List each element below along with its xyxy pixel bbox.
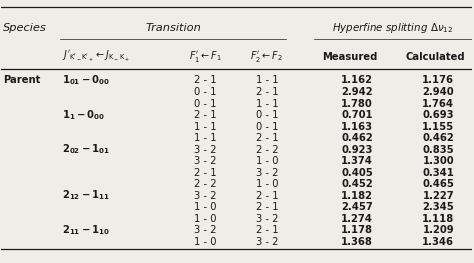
Text: 0 - 1: 0 - 1 (194, 87, 217, 97)
Text: 1.178: 1.178 (341, 225, 373, 235)
Text: 2 - 1: 2 - 1 (255, 87, 278, 97)
Text: 1 - 0: 1 - 0 (194, 202, 217, 212)
Text: 1 - 1: 1 - 1 (255, 99, 278, 109)
Text: 0.462: 0.462 (341, 133, 373, 143)
Text: 2.457: 2.457 (341, 202, 373, 212)
Text: 0 - 1: 0 - 1 (194, 99, 217, 109)
Text: 3 - 2: 3 - 2 (194, 191, 217, 201)
Text: 0 - 1: 0 - 1 (255, 122, 278, 132)
Text: 1.176: 1.176 (422, 75, 454, 85)
Text: 3 - 2: 3 - 2 (255, 237, 278, 247)
Text: Parent: Parent (3, 75, 40, 85)
Text: 1.118: 1.118 (422, 214, 454, 224)
Text: 1.227: 1.227 (423, 191, 454, 201)
Text: 1.346: 1.346 (422, 237, 454, 247)
Text: 3 - 2: 3 - 2 (194, 225, 217, 235)
Text: 2 - 2: 2 - 2 (255, 145, 278, 155)
Text: $F_2' \leftarrow F_2$: $F_2' \leftarrow F_2$ (250, 49, 283, 64)
Text: 1.163: 1.163 (341, 122, 373, 132)
Text: 0.465: 0.465 (422, 179, 454, 189)
Text: $\mathbf{2_{12} - 1_{11}}$: $\mathbf{2_{12} - 1_{11}}$ (62, 189, 109, 203)
Text: 2 - 1: 2 - 1 (255, 191, 278, 201)
Text: 1.764: 1.764 (422, 99, 454, 109)
Text: 1.209: 1.209 (423, 225, 454, 235)
Text: 2 - 1: 2 - 1 (255, 202, 278, 212)
Text: 0.462: 0.462 (422, 133, 454, 143)
Text: 1.182: 1.182 (341, 191, 373, 201)
Text: 1.300: 1.300 (423, 156, 454, 166)
Text: $\mathbf{2_{02} - 1_{01}}$: $\mathbf{2_{02} - 1_{01}}$ (62, 143, 109, 156)
Text: 3 - 2: 3 - 2 (255, 168, 278, 178)
Text: 2 - 1: 2 - 1 (194, 110, 217, 120)
Text: 3 - 2: 3 - 2 (194, 145, 217, 155)
Text: 1.368: 1.368 (341, 237, 373, 247)
Text: 1 - 0: 1 - 0 (255, 156, 278, 166)
Text: $J'_{\rm K'_-K'_+} \leftarrow J_{\rm K_-K_+}$: $J'_{\rm K'_-K'_+} \leftarrow J_{\rm K_-… (62, 49, 130, 64)
Text: 1 - 1: 1 - 1 (194, 133, 217, 143)
Text: $\mathbf{1_1 - 0_{00}}$: $\mathbf{1_1 - 0_{00}}$ (62, 108, 105, 122)
Text: 1.274: 1.274 (341, 214, 373, 224)
Text: 1.780: 1.780 (341, 99, 373, 109)
Text: 0.923: 0.923 (342, 145, 373, 155)
Text: 1.155: 1.155 (422, 122, 454, 132)
Text: Transition: Transition (146, 23, 202, 33)
Text: $\mathbf{2_{11} - 1_{10}}$: $\mathbf{2_{11} - 1_{10}}$ (62, 223, 110, 237)
Text: Measured: Measured (322, 52, 377, 62)
Text: 0.693: 0.693 (423, 110, 454, 120)
Text: 0 - 1: 0 - 1 (255, 110, 278, 120)
Text: 0.341: 0.341 (422, 168, 454, 178)
Text: Calculated: Calculated (406, 52, 465, 62)
Text: 1 - 0: 1 - 0 (194, 214, 217, 224)
Text: 0.701: 0.701 (341, 110, 373, 120)
Text: $\mathbf{1_{01} - 0_{00}}$: $\mathbf{1_{01} - 0_{00}}$ (62, 74, 110, 87)
Text: 0.835: 0.835 (423, 145, 454, 155)
Text: 0.452: 0.452 (341, 179, 373, 189)
Text: 0.405: 0.405 (341, 168, 373, 178)
Text: 2 - 1: 2 - 1 (194, 168, 217, 178)
Text: Hyperfine splitting $\Delta\nu_{12}$: Hyperfine splitting $\Delta\nu_{12}$ (332, 21, 454, 35)
Text: 3 - 2: 3 - 2 (194, 156, 217, 166)
Text: 2.345: 2.345 (422, 202, 454, 212)
Text: 2 - 1: 2 - 1 (255, 225, 278, 235)
Text: 2 - 2: 2 - 2 (194, 179, 217, 189)
Text: 1 - 1: 1 - 1 (255, 75, 278, 85)
Text: 1 - 0: 1 - 0 (255, 179, 278, 189)
Text: 3 - 2: 3 - 2 (255, 214, 278, 224)
Text: 1 - 0: 1 - 0 (194, 237, 217, 247)
Text: 2 - 1: 2 - 1 (194, 75, 217, 85)
Text: 2.940: 2.940 (423, 87, 454, 97)
Text: 2 - 1: 2 - 1 (255, 133, 278, 143)
Text: 1.374: 1.374 (341, 156, 373, 166)
Text: $F_1' \leftarrow F_1$: $F_1' \leftarrow F_1$ (189, 49, 222, 64)
Text: 1.162: 1.162 (341, 75, 373, 85)
Text: 2.942: 2.942 (341, 87, 373, 97)
Text: 1 - 1: 1 - 1 (194, 122, 217, 132)
Text: Species: Species (3, 23, 47, 33)
